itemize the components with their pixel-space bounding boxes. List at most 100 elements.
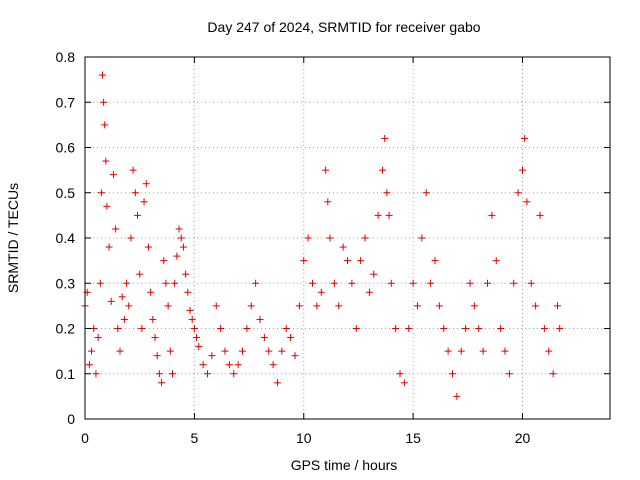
y-tick-label: 0.7 xyxy=(56,94,76,110)
data-point xyxy=(140,198,148,206)
data-point xyxy=(265,347,273,355)
data-point xyxy=(453,392,461,400)
y-axis-label: SRMTID / TECUs xyxy=(5,183,21,293)
x-tick-label: 0 xyxy=(81,430,89,446)
data-point xyxy=(212,302,220,310)
plot-frame xyxy=(84,56,611,420)
data-point xyxy=(230,370,238,378)
data-point xyxy=(109,171,117,179)
data-point xyxy=(549,370,557,378)
data-point xyxy=(123,279,131,287)
data-point xyxy=(381,134,389,142)
data-point xyxy=(540,325,548,332)
data-point xyxy=(193,334,201,342)
data-point xyxy=(365,288,373,296)
data-point xyxy=(470,302,478,310)
data-point xyxy=(94,334,102,342)
data-point xyxy=(234,361,242,369)
data-point xyxy=(243,325,251,332)
y-tick-label: 0.3 xyxy=(56,275,76,291)
data-point xyxy=(221,347,229,355)
data-point xyxy=(260,334,268,342)
data-point xyxy=(422,189,430,197)
data-point xyxy=(103,202,111,210)
data-point xyxy=(169,370,176,378)
data-point xyxy=(330,279,338,287)
data-point xyxy=(435,302,443,310)
x-axis-ticks: 0 5 10 15 20 xyxy=(81,57,530,446)
data-point xyxy=(160,257,168,265)
data-point xyxy=(536,211,544,219)
data-point xyxy=(164,302,172,310)
data-point xyxy=(112,225,120,233)
data-point xyxy=(339,243,347,251)
data-point xyxy=(184,288,192,296)
data-point xyxy=(274,379,281,387)
y-tick-label: 0.6 xyxy=(56,140,76,156)
data-point xyxy=(400,379,408,387)
data-point xyxy=(136,270,144,278)
data-point xyxy=(497,325,505,332)
data-point xyxy=(129,166,137,174)
data-point xyxy=(479,347,487,355)
data-point xyxy=(385,211,393,219)
data-point xyxy=(99,71,106,79)
data-point xyxy=(326,234,334,242)
data-point xyxy=(138,325,146,332)
data-point xyxy=(171,279,179,287)
data-point xyxy=(173,252,181,260)
data-point xyxy=(149,315,157,323)
data-point xyxy=(300,257,308,265)
data-point xyxy=(431,257,439,265)
data-point xyxy=(322,166,330,174)
data-point xyxy=(449,370,456,378)
data-point xyxy=(374,211,382,219)
data-point xyxy=(295,302,303,310)
data-point xyxy=(405,325,413,332)
data-point xyxy=(462,325,470,332)
data-point xyxy=(105,243,113,251)
data-point xyxy=(107,297,115,305)
data-point xyxy=(291,352,299,360)
data-point xyxy=(96,279,104,287)
data-point xyxy=(370,270,378,278)
data-point xyxy=(144,243,152,251)
data-point xyxy=(204,370,211,378)
data-point xyxy=(527,279,535,287)
data-point xyxy=(514,189,522,197)
data-point xyxy=(195,343,203,351)
y-tick-label: 0.5 xyxy=(56,185,76,201)
data-point xyxy=(444,347,452,355)
data-point xyxy=(166,347,174,355)
data-point xyxy=(440,325,448,332)
data-point xyxy=(392,325,400,332)
y-tick-label: 0.4 xyxy=(56,230,76,246)
data-point xyxy=(313,302,321,310)
data-point xyxy=(120,315,128,323)
data-point xyxy=(225,361,233,369)
data-point xyxy=(147,288,155,296)
y-tick-label: 0.2 xyxy=(56,321,76,337)
data-point xyxy=(131,189,139,197)
data-point xyxy=(523,198,531,206)
data-point xyxy=(427,279,435,287)
data-point xyxy=(396,370,404,378)
data-point xyxy=(556,325,564,332)
data-point xyxy=(88,347,96,355)
data-point xyxy=(252,279,260,287)
data-point xyxy=(287,334,295,342)
data-point xyxy=(186,306,194,314)
data-point xyxy=(92,370,100,378)
y-axis-ticks: 0 0.1 0.2 0.3 0.4 0.5 0.6 0.7 0.8 xyxy=(56,49,610,427)
data-point xyxy=(208,352,216,360)
data-point xyxy=(457,347,465,355)
y-tick-label: 0.1 xyxy=(56,366,76,382)
grid-lines xyxy=(85,57,610,419)
y-tick-label: 0.8 xyxy=(56,49,76,65)
data-point xyxy=(102,157,110,165)
data-point xyxy=(317,288,325,296)
data-point xyxy=(101,121,109,129)
data-point xyxy=(97,189,105,197)
data-point xyxy=(177,234,185,242)
data-point xyxy=(484,279,491,287)
